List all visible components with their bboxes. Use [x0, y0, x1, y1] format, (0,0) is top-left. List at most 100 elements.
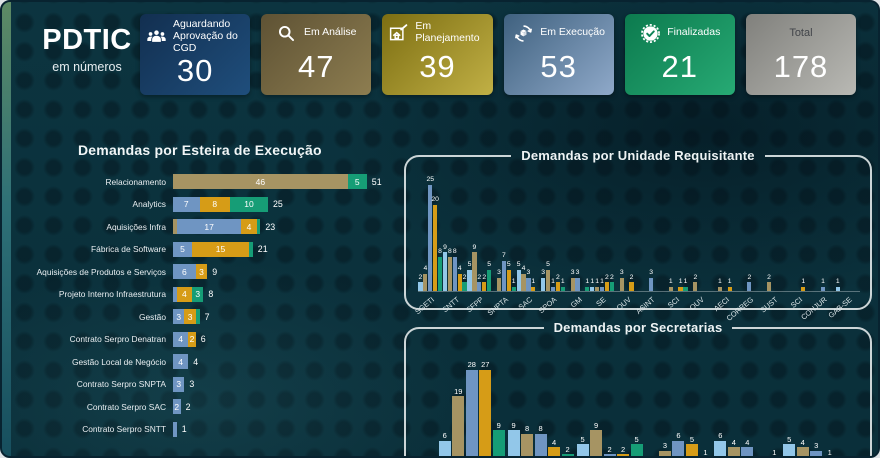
kpi-card-1[interactable]: Em Análise 47 [261, 14, 372, 95]
bar-segment-execucao[interactable]: 6 [173, 264, 196, 279]
bar-segment-finalizadas[interactable]: 10 [229, 196, 268, 212]
bar-aguardando[interactable] [541, 278, 546, 291]
bar-finalizadas[interactable] [462, 282, 467, 291]
bar-planejamento[interactable] [531, 286, 536, 291]
bar-aguardando[interactable] [516, 269, 521, 291]
bar-analise[interactable] [496, 278, 502, 291]
bar-finalizadas[interactable] [630, 444, 643, 456]
bar-planejamento[interactable] [482, 282, 487, 291]
bar-analise[interactable] [717, 286, 722, 291]
bar-finalizadas[interactable] [560, 286, 565, 291]
bar-aguardando[interactable] [835, 286, 840, 291]
bar-segment-execucao[interactable]: 17 [176, 219, 242, 234]
bar-segment-execucao[interactable]: 4 [173, 354, 189, 369]
bar-segment-planejamento[interactable]: 8 [199, 196, 230, 212]
bar-segment-analise[interactable] [173, 219, 177, 234]
bar-segment-planejamento[interactable]: 4 [241, 219, 257, 234]
bar-segment-planejamento[interactable]: 3 [184, 309, 196, 324]
bar-finalizadas[interactable] [487, 269, 492, 291]
bar-execucao[interactable] [599, 286, 605, 291]
bar-analise[interactable] [590, 430, 603, 456]
bar-segment-finalizadas[interactable]: 5 [347, 174, 367, 189]
bar-segment-execucao[interactable]: 5 [173, 241, 192, 257]
bar-analise[interactable] [423, 273, 428, 291]
bar-execucao[interactable] [428, 184, 433, 291]
bar-finalizadas[interactable] [683, 286, 688, 291]
bar-planejamento[interactable] [433, 205, 438, 291]
bar-execucao[interactable] [477, 282, 482, 291]
bar-analise[interactable] [595, 286, 600, 291]
bar-aguardando[interactable] [590, 286, 595, 291]
bar-segment-analise[interactable]: 46 [173, 174, 348, 189]
bar-analise[interactable] [766, 282, 772, 291]
bar-segment-finalizadas[interactable] [249, 241, 253, 257]
bar-analise[interactable] [447, 256, 452, 291]
bar-segment-finalizadas[interactable] [195, 309, 200, 324]
bar-analise[interactable] [545, 269, 551, 291]
bar-analise[interactable] [727, 447, 740, 456]
bar-planejamento[interactable] [629, 282, 634, 291]
bar-execucao[interactable] [603, 454, 616, 456]
bar-analise[interactable] [521, 273, 526, 291]
bar-finalizadas[interactable] [561, 454, 574, 456]
bar-segment-execucao[interactable]: 4 [173, 331, 189, 347]
bar-finalizadas[interactable] [437, 256, 443, 291]
bar-aguardando[interactable] [783, 444, 796, 456]
bar-planejamento[interactable] [479, 369, 492, 456]
bar-execucao[interactable] [810, 450, 823, 456]
bar-planejamento[interactable] [506, 269, 511, 291]
bar-planejamento[interactable] [617, 454, 630, 456]
bar-segment-execucao[interactable]: 2 [173, 399, 181, 414]
bar-segment-planejamento[interactable]: 4 [176, 286, 192, 302]
bar-finalizadas[interactable] [492, 430, 505, 456]
bar-execucao[interactable] [741, 447, 754, 456]
bar-segment-execucao[interactable]: 7 [173, 196, 200, 212]
bar-execucao[interactable] [465, 369, 478, 456]
bar-analise[interactable] [472, 252, 477, 291]
bar-analise[interactable] [570, 278, 575, 291]
bar-analise[interactable] [521, 433, 534, 456]
bar-aguardando[interactable] [507, 430, 520, 456]
kpi-card-3[interactable]: Em Execução 53 [503, 14, 614, 95]
bar-execucao[interactable] [501, 260, 506, 291]
bar-execucao[interactable] [452, 256, 457, 291]
bar-planejamento[interactable] [727, 286, 732, 291]
bar-segment-planejamento[interactable]: 3 [195, 264, 208, 279]
bar-execucao[interactable] [534, 433, 547, 456]
bar-aguardando[interactable] [418, 282, 423, 291]
kpi-card-0[interactable]: Aguardando Aprovação do CGD 30 [140, 14, 251, 95]
bar-segment-finalizadas[interactable]: 3 [191, 286, 204, 302]
bar-aguardando[interactable] [438, 440, 451, 456]
bar-execucao[interactable] [550, 286, 556, 291]
bar-analise[interactable] [668, 286, 673, 291]
bar-segment-finalizadas[interactable] [256, 219, 261, 234]
bar-aguardando[interactable] [576, 444, 589, 456]
bar-execucao[interactable] [747, 282, 752, 291]
bar-segment-planejamento[interactable]: 15 [192, 241, 249, 257]
bar-segment-planejamento[interactable]: 2 [188, 331, 196, 347]
bar-segment-execucao[interactable] [173, 286, 177, 302]
bar-aguardando[interactable] [467, 269, 472, 291]
bar-analise[interactable] [619, 278, 624, 291]
bar-planejamento[interactable] [801, 286, 806, 291]
kpi-card-5[interactable]: Total 178 [745, 14, 857, 95]
bar-aguardando[interactable] [442, 252, 448, 291]
kpi-card-4[interactable]: Finalizadas 21 [624, 14, 735, 95]
bar-planejamento[interactable] [457, 273, 462, 291]
bar-analise[interactable] [693, 282, 698, 291]
bar-planejamento[interactable] [555, 282, 560, 291]
bar-execucao[interactable] [575, 278, 580, 291]
bar-execucao[interactable] [820, 286, 826, 291]
bar-execucao[interactable] [672, 440, 685, 456]
bar-planejamento[interactable] [685, 444, 698, 456]
bar-finalizadas[interactable] [585, 286, 590, 291]
bar-planejamento[interactable] [548, 447, 561, 456]
bar-finalizadas[interactable] [609, 282, 614, 291]
bar-segment-execucao[interactable] [173, 421, 177, 437]
bar-planejamento[interactable] [678, 286, 683, 291]
bar-analise[interactable] [452, 396, 465, 456]
bar-segment-execucao[interactable]: 3 [173, 376, 185, 392]
bar-analise[interactable] [658, 450, 671, 456]
bar-segment-execucao[interactable]: 3 [173, 309, 185, 324]
bar-finalizadas[interactable] [511, 286, 516, 291]
